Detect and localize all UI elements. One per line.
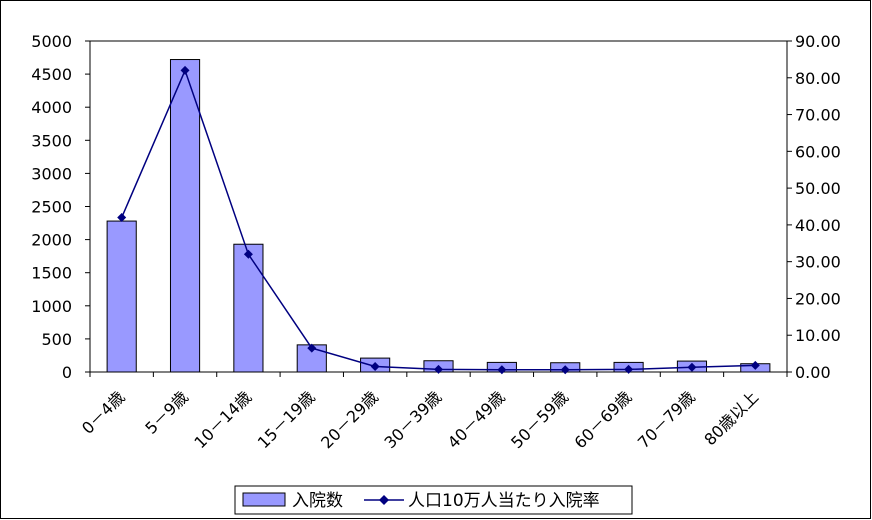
x-axis-category-label: 50－59歳 (507, 387, 572, 452)
right-axis-tick-label: 70.00 (795, 106, 841, 125)
bar (106, 220, 137, 373)
right-axis-tick-label: 40.00 (795, 216, 841, 235)
right-axis-tick-label: 0.00 (795, 363, 831, 382)
rate-point (370, 361, 380, 371)
rate-point (434, 364, 443, 374)
right-axis-tick-label: 20.00 (795, 289, 841, 308)
legend-label-bars: 入院数 (292, 491, 343, 511)
rate-point (560, 365, 570, 375)
right-axis-tick-label: 10.00 (795, 326, 841, 345)
left-axis-tick-label: 3000 (31, 164, 72, 183)
rate-point (180, 65, 190, 75)
right-axis-tick-label: 30.00 (795, 253, 841, 272)
rate-point (497, 365, 507, 375)
legend-box (234, 485, 633, 515)
x-axis-category-label: 20－29歳 (317, 387, 382, 452)
x-axis-category-label: 70－79歳 (634, 387, 699, 452)
left-axis-tick-label: 4500 (31, 65, 72, 84)
left-axis-tick-label: 1000 (31, 297, 72, 316)
legend-line-marker (379, 495, 389, 505)
left-axis-tick-label: 5000 (31, 32, 72, 51)
x-axis-category-label: 40－49歳 (444, 387, 509, 452)
rate-line (120, 68, 756, 371)
x-axis-category-label: 15－19歳 (254, 387, 319, 452)
rate-point (750, 360, 760, 370)
left-axis-tick-label: 2500 (31, 198, 72, 217)
left-axis-tick-label: 0 (62, 363, 72, 382)
x-axis-category-label: 30－39歳 (380, 387, 445, 452)
x-axis-category-label: 80歳以上 (700, 387, 762, 449)
legend: 入院数 人口10万人当たり入院率 (234, 485, 633, 515)
rate-point (687, 362, 697, 372)
right-axis-tick-label: 60.00 (795, 142, 841, 161)
left-axis-tick-label: 3500 (31, 131, 72, 150)
left-axis-tick-label: 2000 (31, 231, 72, 250)
x-axis-category-label: 10－14歳 (190, 387, 255, 452)
right-axis-tick-label: 80.00 (795, 69, 841, 88)
rate-point (243, 249, 253, 259)
legend-bar-swatch (242, 492, 286, 507)
x-axis-category-label: 60－69歳 (571, 387, 636, 452)
bar (233, 243, 264, 373)
left-axis-tick-label: 4000 (31, 98, 72, 117)
right-axis-tick-label: 90.00 (795, 32, 841, 51)
left-axis-tick-label: 1500 (31, 264, 72, 283)
rate-point (117, 213, 127, 223)
left-axis-tick-label: 500 (41, 330, 72, 349)
rate-point (307, 343, 317, 353)
legend-label-line: 人口10万人当たり入院率 (408, 491, 600, 511)
x-axis-category-label: 5－9歳 (141, 387, 191, 437)
x-axis-category-label: 0－4歳 (78, 387, 128, 437)
bar (169, 59, 201, 373)
right-axis-tick-label: 50.00 (795, 179, 841, 198)
rate-point (624, 364, 634, 374)
